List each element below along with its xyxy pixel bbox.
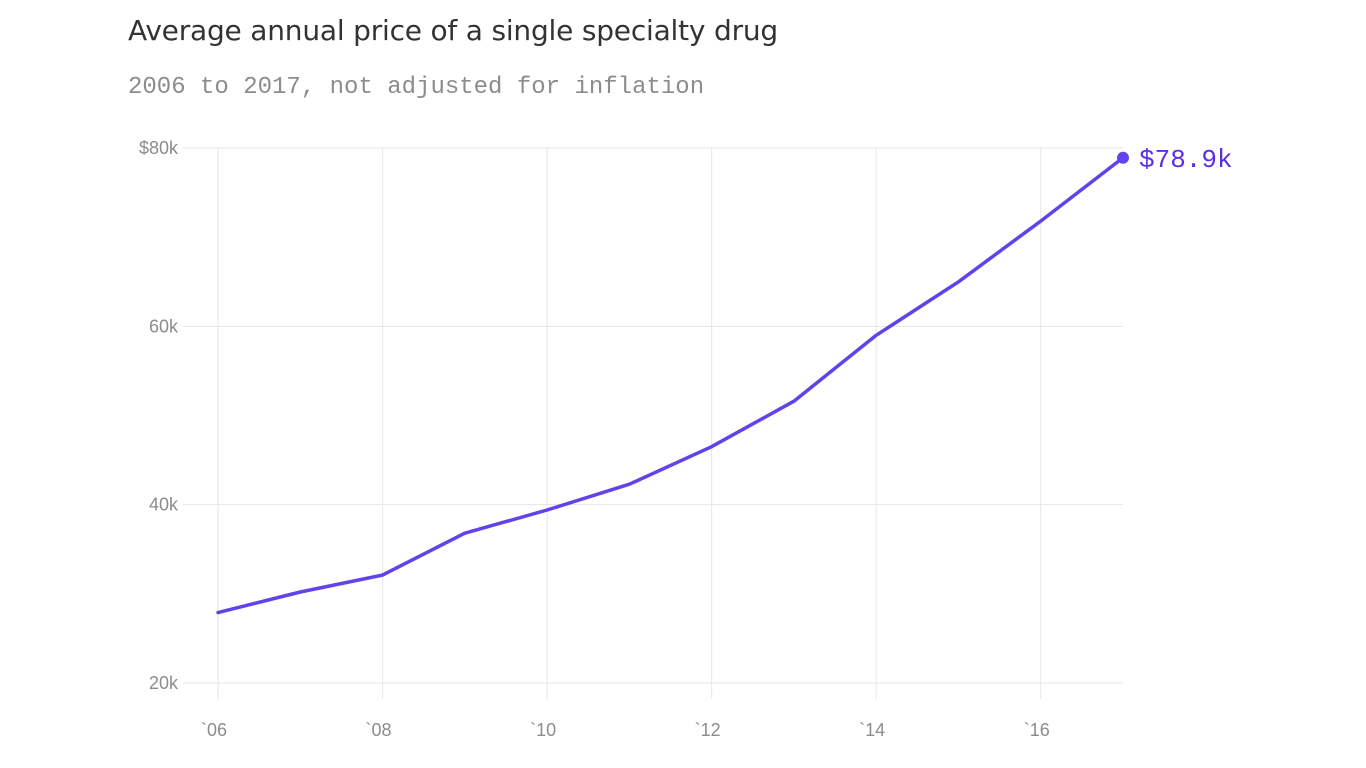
y-axis: 20k 40k 60k $80k xyxy=(139,138,179,693)
series: $78.9k xyxy=(216,145,1233,615)
y-tick-label: $80k xyxy=(139,138,179,158)
x-tick-label: `10 xyxy=(530,720,556,740)
x-tick-label: `06 xyxy=(201,720,227,740)
y-tick-label: 40k xyxy=(149,495,179,515)
x-tick-label: `08 xyxy=(366,720,392,740)
y-tick-label: 20k xyxy=(149,673,179,693)
x-tick-label: `16 xyxy=(1024,720,1050,740)
x-tick-label: `14 xyxy=(859,720,885,740)
end-point-marker xyxy=(1117,151,1129,164)
x-tick-label: `12 xyxy=(695,720,721,740)
y-tick-label: 60k xyxy=(149,316,179,336)
chart-subtitle: 2006 to 2017, not adjusted for inflation xyxy=(128,74,705,101)
chart-title: Average annual price of a single special… xyxy=(128,14,778,47)
x-axis: `06 `08 `10 `12 `14 `16 xyxy=(201,720,1050,740)
end-value-label: $78.9k xyxy=(1139,145,1233,175)
grid xyxy=(183,147,1123,699)
series-line xyxy=(216,156,1125,615)
